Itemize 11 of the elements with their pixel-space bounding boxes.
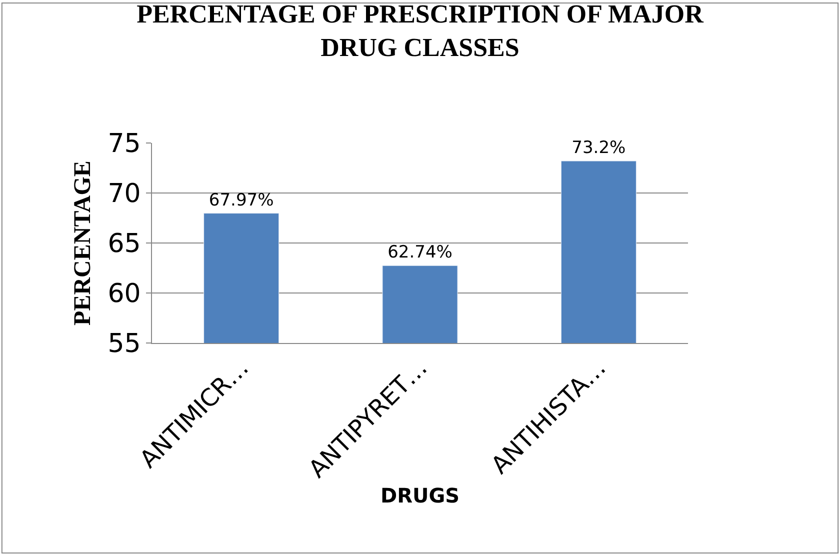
data-label: 62.74% [388,242,452,263]
y-axis-title: PERCENTAGE [70,160,96,326]
data-label: 73.2% [572,138,626,158]
y-tick-label: 60 [108,279,141,310]
y-tick-label: 75 [108,129,141,160]
x-axis-title: DRUGS [380,483,460,508]
y-tick-label: 65 [108,229,141,260]
y-tick-label: 55 [108,329,141,360]
chart-title: PERCENTAGE OF PRESCRIPTION OF MAJOR DRUG CLASSES [136,0,704,62]
data-label: 67.97% [208,190,274,210]
y-tick-label: 70 [108,179,141,210]
